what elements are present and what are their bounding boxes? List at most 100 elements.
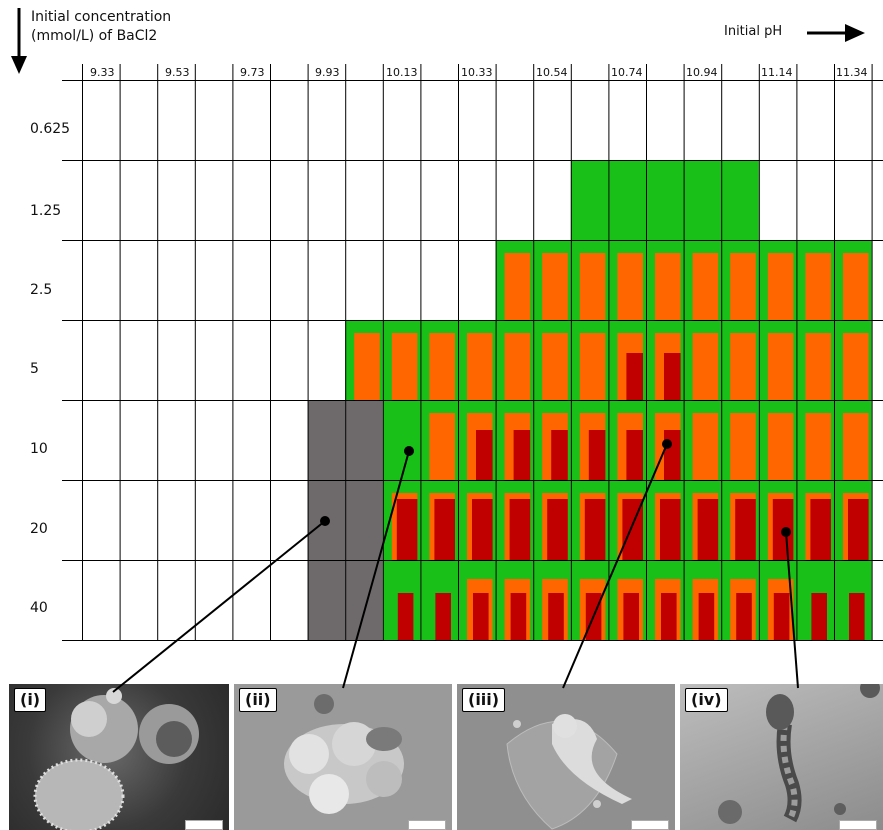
sem-photo-iv: (iv)	[680, 684, 883, 830]
marker-dot	[320, 516, 330, 526]
phase-inner-orange	[843, 333, 869, 400]
ph-label: 11.34	[836, 66, 868, 79]
marker-dot	[662, 439, 672, 449]
phase-inner-red	[811, 593, 827, 640]
ph-label: 9.93	[315, 66, 340, 79]
ph-label: 10.13	[386, 66, 418, 79]
sem-image-iii	[506, 714, 632, 830]
right-arrow-icon	[807, 24, 865, 42]
phase-cell-green	[608, 160, 646, 240]
y-axis-title-line1: Initial concentration	[31, 9, 172, 25]
phase-inner-red	[396, 499, 418, 560]
phase-inner-red	[548, 593, 564, 640]
phase-inner-red	[510, 593, 527, 640]
phase-inner-orange	[805, 253, 831, 320]
phase-inner-orange	[542, 333, 568, 400]
phase-inner-orange	[692, 413, 719, 480]
conc-label: 10	[30, 441, 48, 457]
marker-dot	[781, 527, 791, 537]
conc-label: 0.625	[30, 121, 71, 137]
sem-image-ii	[284, 694, 404, 814]
phase-inner-orange	[692, 333, 719, 400]
sem-image-i	[33, 688, 199, 830]
phase-inner-red	[434, 499, 455, 560]
phase-inner-red	[664, 353, 681, 400]
phase-cell-gray	[307, 560, 346, 640]
phase-inner-orange	[504, 253, 531, 320]
phase-cell-gray	[345, 480, 383, 560]
conc-label: 20	[30, 521, 48, 537]
phase-inner-orange	[843, 413, 869, 480]
phase-cell-gray	[345, 560, 383, 640]
phase-inner-red	[661, 593, 677, 640]
phase-inner-orange	[354, 333, 380, 400]
phase-inner-red	[476, 430, 493, 480]
phase-inner-orange	[429, 413, 455, 480]
ph-label: 9.73	[240, 66, 265, 79]
ph-label: 10.74	[611, 66, 643, 79]
phase-inner-orange	[467, 333, 493, 400]
phase-inner-red	[473, 593, 489, 640]
conc-label: 40	[30, 600, 48, 616]
ph-label: 9.33	[90, 66, 115, 79]
phase-inner-orange	[767, 253, 794, 320]
phase-cell-green	[382, 400, 421, 480]
phase-inner-red	[660, 499, 681, 560]
phase-inner-red	[735, 499, 756, 560]
phase-inner-orange	[429, 333, 455, 400]
connector-iii	[562, 443, 668, 689]
sem-image-iv	[718, 684, 880, 824]
phase-inner-red	[773, 593, 790, 640]
connector-ii	[342, 450, 410, 689]
conc-label: 2.5	[30, 282, 53, 298]
photo-tag: (iii)	[462, 688, 506, 712]
phase-cell-green	[683, 160, 722, 240]
phase-inner-orange	[730, 333, 756, 400]
phase-inner-red	[435, 593, 451, 640]
phase-inner-red	[697, 499, 719, 560]
phase-inner-red	[547, 499, 568, 560]
phase-inner-orange	[767, 333, 794, 400]
phase-inner-orange	[692, 253, 719, 320]
ph-label: 10.94	[686, 66, 718, 79]
phase-inner-orange	[391, 333, 418, 400]
phase-inner-orange	[805, 413, 831, 480]
phase-inner-orange	[617, 253, 643, 320]
phase-inner-red	[513, 430, 531, 480]
phase-inner-orange	[767, 413, 794, 480]
phase-inner-orange	[843, 253, 869, 320]
phase-cell-gray	[307, 400, 346, 480]
connector-i	[112, 520, 326, 693]
conc-label: 5	[30, 361, 39, 377]
phase-grid	[62, 64, 883, 641]
phase-inner-red	[849, 593, 865, 640]
phase-inner-red	[623, 593, 639, 640]
ph-label: 10.54	[536, 66, 568, 79]
photo-tag: (ii)	[239, 688, 277, 712]
phase-inner-orange	[805, 333, 831, 400]
phase-inner-red	[626, 430, 643, 480]
sem-photo-ii: (ii)	[234, 684, 452, 830]
phase-inner-orange	[504, 333, 531, 400]
phase-inner-red	[397, 593, 414, 640]
phase-inner-orange	[730, 253, 756, 320]
conc-label: 1.25	[30, 203, 62, 219]
sem-photo-iii: (iii)	[457, 684, 675, 830]
phase-inner-red	[736, 593, 752, 640]
down-arrow-icon	[11, 8, 27, 74]
phase-inner-red	[698, 593, 715, 640]
phase-inner-orange	[542, 253, 568, 320]
sem-photo-i: (i)	[9, 684, 229, 830]
phase-inner-red	[509, 499, 531, 560]
phase-inner-red	[810, 499, 831, 560]
phase-inner-red	[848, 499, 869, 560]
phase-cell-green	[646, 160, 684, 240]
phase-inner-orange	[730, 413, 756, 480]
phase-inner-orange	[579, 333, 606, 400]
photo-tag: (i)	[14, 688, 47, 712]
photo-tag: (iv)	[685, 688, 728, 712]
phase-cell-green	[570, 160, 609, 240]
ph-label: 10.33	[461, 66, 493, 79]
